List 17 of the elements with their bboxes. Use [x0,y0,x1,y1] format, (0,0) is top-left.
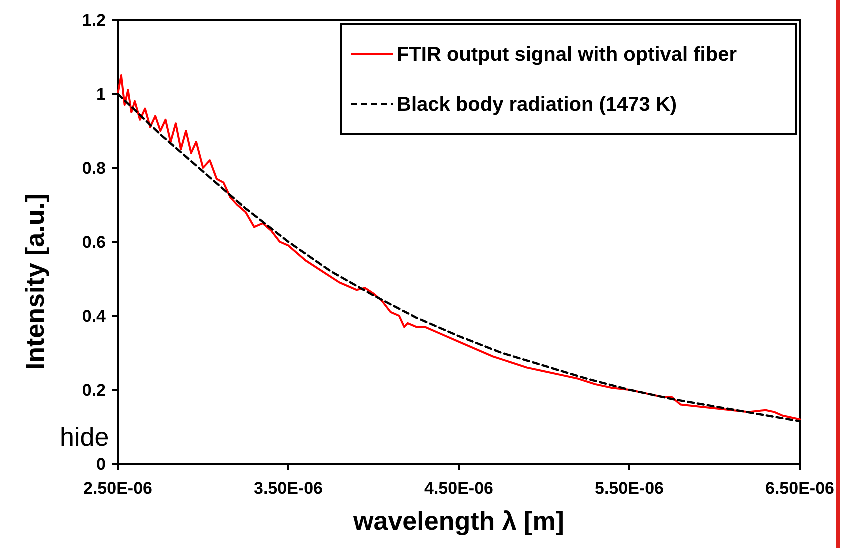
y-tick-label: 0.8 [82,158,106,178]
y-tick-label: 0.4 [82,306,107,326]
y-tick-label: 1.2 [82,10,106,30]
x-axis-title: wavelength λ [m] [352,506,564,536]
x-tick-label: 5.50E-06 [595,479,664,498]
x-tick-label: 3.50E-06 [254,479,323,498]
y-tick-label: 1 [96,84,106,104]
y-axis-title: Intensity [a.u.] [20,194,50,370]
x-tick-label: 2.50E-06 [84,479,152,498]
x-tick-label: 6.50E-06 [766,479,834,498]
x-tick-label: 4.50E-06 [424,479,494,498]
y-tick-label: 0 [96,454,106,474]
text: hide [60,422,110,452]
legend-label: FTIR output signal with optival fiber [397,44,738,66]
legend-label: Black body radiation (1473 K) [397,94,678,116]
y-tick-label: 0.6 [82,232,106,252]
y-tick-label: 0.2 [82,380,106,400]
